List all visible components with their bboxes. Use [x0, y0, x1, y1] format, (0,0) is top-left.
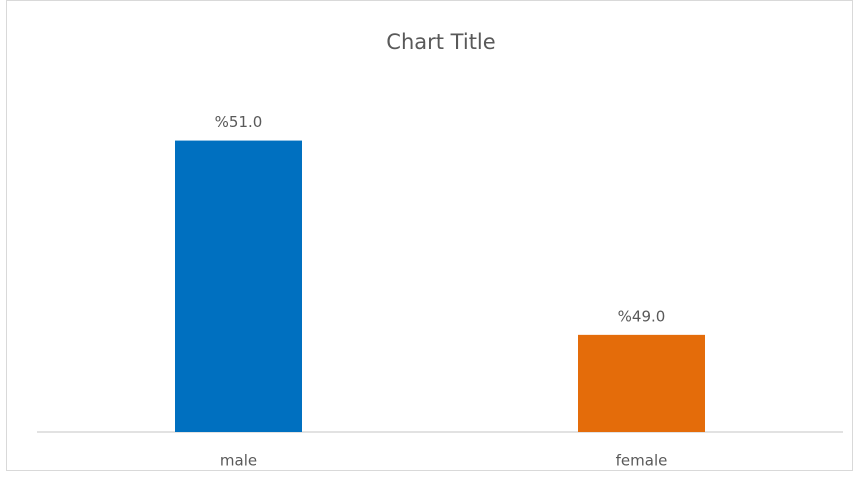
- bar: [175, 140, 302, 433]
- bar: [578, 334, 705, 432]
- chart-border: [6, 0, 853, 471]
- x-tick-label: male: [220, 452, 257, 470]
- chart-title: Chart Title: [386, 30, 495, 54]
- x-tick-label: female: [616, 452, 668, 470]
- data-label: %51.0: [215, 113, 263, 131]
- data-label: %49.0: [618, 307, 666, 325]
